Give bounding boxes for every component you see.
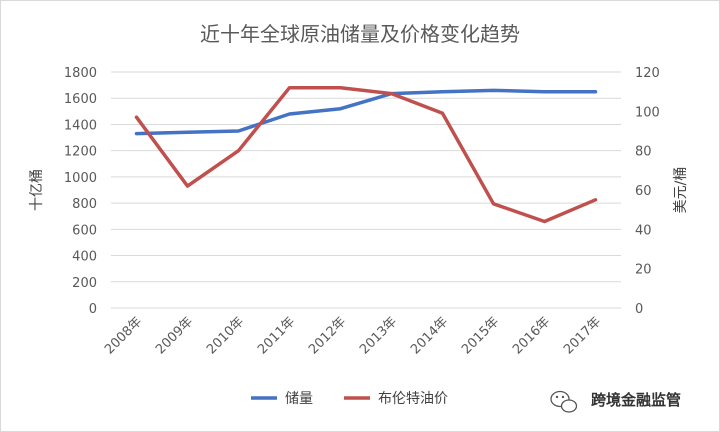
left-tick-label: 1800	[64, 66, 97, 81]
left-axis-title: 十亿桶	[29, 169, 45, 211]
legend: 储量 布伦特油价	[251, 391, 448, 407]
left-tick-label: 800	[72, 197, 97, 212]
wechat-icon	[550, 390, 578, 413]
x-tick-label: 2016年	[510, 314, 553, 357]
x-tick-label: 2013年	[357, 314, 400, 357]
left-tick-label: 1000	[64, 171, 97, 186]
right-tick-label: 0	[635, 302, 643, 317]
left-tick-label: 0	[89, 302, 97, 317]
x-tick-label: 2012年	[306, 314, 349, 357]
gridlines	[111, 71, 621, 309]
x-tick-label: 2017年	[561, 314, 604, 357]
series-line-reserves	[134, 88, 598, 136]
right-axis-title: 美元/桶	[673, 167, 689, 214]
x-tick-label: 2011年	[255, 314, 298, 357]
series-lines	[134, 85, 598, 224]
left-tick-label: 200	[72, 276, 97, 291]
right-tick-label: 20	[635, 263, 652, 278]
left-tick-label: 1200	[64, 145, 97, 160]
right-tick-label: 80	[635, 145, 652, 160]
legend-label: 储量	[285, 391, 313, 407]
right-tick-label: 40	[635, 223, 652, 238]
right-tick-label: 60	[635, 184, 652, 199]
watermark: 跨境金融监管	[550, 390, 681, 413]
x-tick-label: 2009年	[153, 314, 196, 357]
right-axis-ticks: 0 20 40 60 80 100 120	[635, 66, 660, 317]
left-tick-label: 1600	[64, 92, 97, 107]
left-tick-label: 400	[72, 250, 97, 265]
x-tick-label: 2008年	[102, 314, 145, 357]
series-line-price	[134, 85, 598, 224]
x-tick-label: 2015年	[459, 314, 502, 357]
x-tick-label: 2014年	[408, 314, 451, 357]
legend-label: 布伦特油价	[378, 391, 448, 407]
left-tick-label: 600	[72, 223, 97, 238]
chart-title: 近十年全球原油储量及价格变化趋势	[200, 22, 520, 46]
watermark-text: 跨境金融监管	[591, 391, 681, 409]
x-axis-ticks: 2008年 2009年 2010年 2011年 2012年 2013年 2014年 2015年…	[102, 314, 604, 357]
x-tick-label: 2010年	[204, 314, 247, 357]
right-tick-label: 100	[635, 105, 660, 120]
left-axis-ticks: 0 200 400 600 800 1000 1200 1400 1600 1800	[64, 66, 97, 317]
right-tick-label: 120	[635, 66, 660, 81]
left-tick-label: 1400	[64, 118, 97, 133]
